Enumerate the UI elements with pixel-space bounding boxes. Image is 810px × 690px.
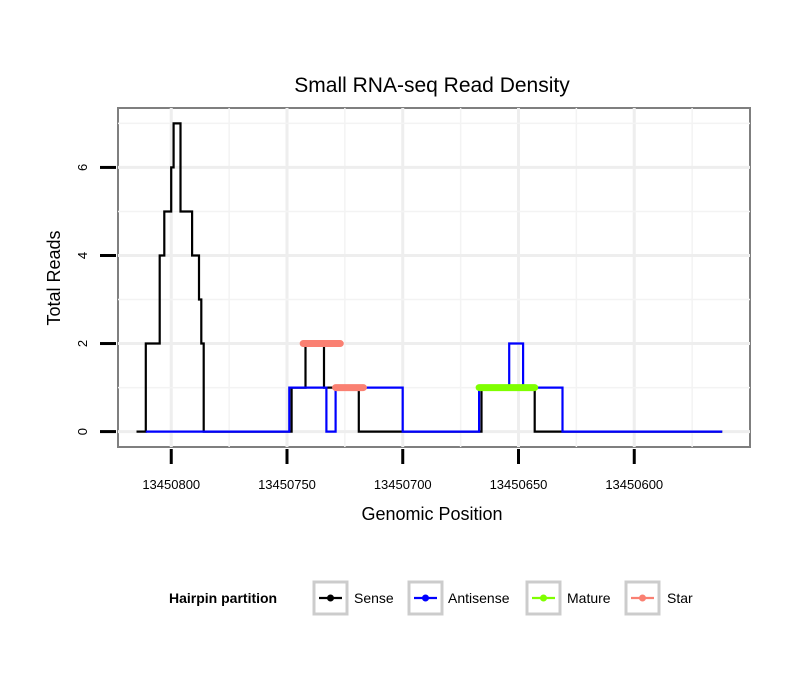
y-tick-label: 4	[75, 252, 90, 259]
legend-point-antisense	[422, 594, 429, 602]
chart-title: Small RNA-seq Read Density	[294, 74, 570, 97]
legend-title: Hairpin partition	[169, 590, 277, 606]
x-tick-label: 13450650	[490, 477, 548, 492]
x-tick-label: 13450800	[142, 477, 200, 492]
x-tick-label: 13450600	[605, 477, 663, 492]
y-tick-label: 2	[75, 340, 90, 347]
y-axis-title: Total Reads	[44, 230, 64, 325]
legend-point-star	[639, 594, 646, 602]
legend-label-mature: Mature	[567, 590, 611, 606]
x-tick-label: 13450700	[374, 477, 432, 492]
plot-panel	[117, 107, 751, 448]
x-tick-label: 13450750	[258, 477, 316, 492]
legend-label-star: Star	[667, 590, 693, 606]
legend-label-antisense: Antisense	[448, 590, 510, 606]
y-axis: 0 2 4 6	[75, 164, 116, 435]
x-axis: 13450800 13450750 13450700 13450650 13450600	[142, 449, 663, 492]
x-axis-title: Genomic Position	[361, 504, 502, 524]
y-tick-label: 0	[75, 428, 90, 435]
legend: Hairpin partition Sense Antisense Mature St…	[169, 580, 693, 616]
legend-point-mature	[540, 594, 547, 602]
series-layer	[136, 122, 723, 433]
legend-label-sense: Sense	[354, 590, 394, 606]
series-line-sense	[136, 122, 723, 433]
y-tick-label: 6	[75, 164, 90, 171]
legend-point-sense	[327, 594, 334, 602]
